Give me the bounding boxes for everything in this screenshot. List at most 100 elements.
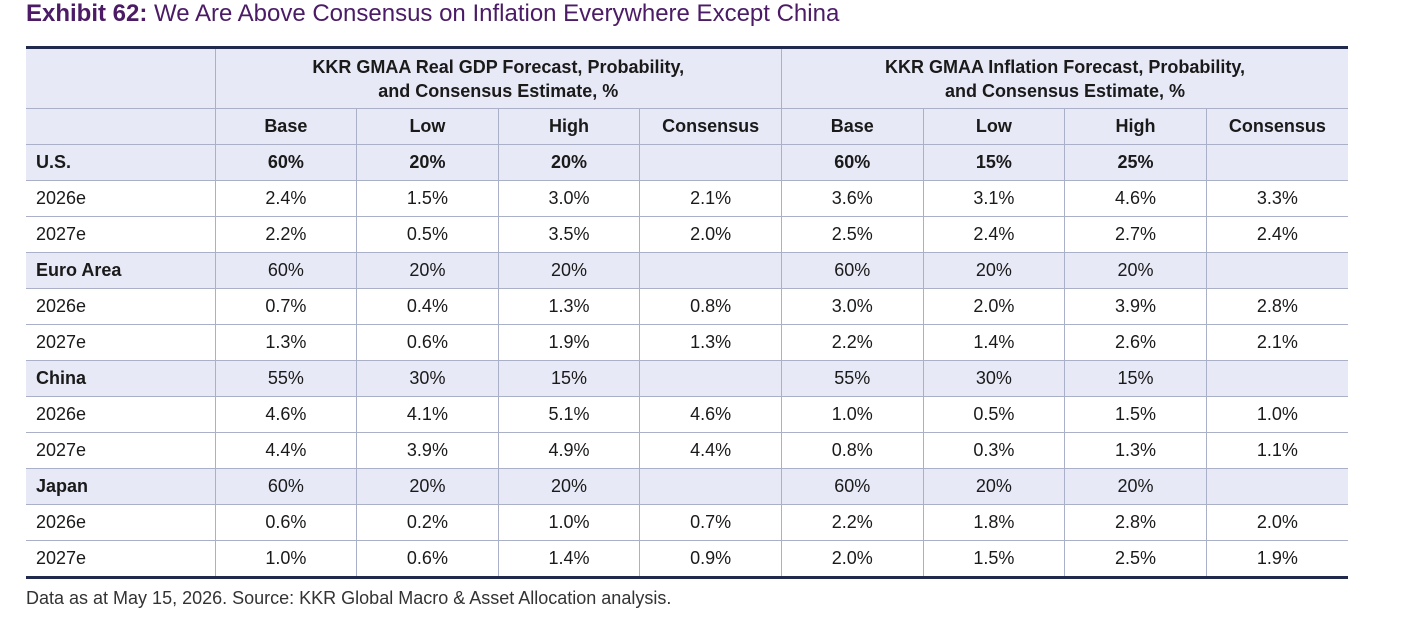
table-cell: 4.1% <box>356 396 499 433</box>
table-cell: 15% <box>497 360 641 397</box>
table-cell: 20% <box>497 252 641 289</box>
table-cell: 2.6% <box>1064 324 1207 361</box>
region-row: China 55% 30% 15% 55% 30% 15% <box>26 360 1348 397</box>
table-cell: 2.4% <box>922 216 1066 253</box>
column-header-high: High <box>497 108 641 145</box>
table-cell: 1.5% <box>356 180 499 217</box>
table-cell: 1.0% <box>497 504 641 541</box>
table-cell: 1.3% <box>497 288 641 325</box>
table-cell <box>1205 144 1348 181</box>
table-cell: 3.1% <box>922 180 1066 217</box>
table-cell: 20% <box>922 468 1066 505</box>
table-row: 2026e 0.7% 0.4% 1.3% 0.8% 3.0% 2.0% 3.9% 2.8% <box>26 288 1348 325</box>
column-header-base: Base <box>214 108 358 145</box>
table-cell: 1.9% <box>497 324 641 361</box>
table-cell <box>1205 360 1348 397</box>
source-footnote: Data as at May 15, 2026. Source: KKR Glo… <box>26 588 672 608</box>
table-cell: 4.9% <box>497 432 641 469</box>
table-cell: 2.4% <box>214 180 358 217</box>
group-header-row: KKR GMAA Real GDP Forecast, Probability,… <box>26 47 1348 109</box>
table-cell: 20% <box>922 252 1066 289</box>
table-cell: 2.5% <box>780 216 924 253</box>
table-row: 2026e 4.6% 4.1% 5.1% 4.6% 1.0% 0.5% 1.5% 1.0% <box>26 396 1348 433</box>
column-header-consensus: Consensus <box>639 108 782 145</box>
table-cell: 5.1% <box>497 396 641 433</box>
table-cell: 2.2% <box>780 504 924 541</box>
table-cell: 2.0% <box>639 216 782 253</box>
table-cell: 25% <box>1064 144 1207 181</box>
table-cell: 2.8% <box>1064 504 1207 541</box>
table-cell: 1.8% <box>922 504 1066 541</box>
table-body: U.S. 60% 20% 20% 60% 15% 25% 2026e 2.4% 1.5% 3.0% 2… <box>26 144 1348 578</box>
year-label: 2027e <box>26 540 216 578</box>
table-row: 2027e 4.4% 3.9% 4.9% 4.4% 0.8% 0.3% 1.3% 1.1% <box>26 432 1348 469</box>
table-cell: 3.0% <box>497 180 641 217</box>
table-cell: 0.7% <box>639 504 782 541</box>
table-cell: 4.6% <box>639 396 782 433</box>
table-cell: 30% <box>356 360 499 397</box>
region-label: U.S. <box>26 144 216 181</box>
table-cell: 0.7% <box>214 288 358 325</box>
exhibit-headline: We Are Above Consensus on Inflation Ever… <box>147 0 840 27</box>
table-cell: 3.0% <box>780 288 924 325</box>
table-cell: 1.9% <box>1205 540 1348 578</box>
gdp-group-header: KKR GMAA Real GDP Forecast, Probability,… <box>214 47 782 109</box>
table-cell: 1.0% <box>1205 396 1348 433</box>
table-cell: 20% <box>1064 468 1207 505</box>
table-cell: 3.6% <box>780 180 924 217</box>
year-label: 2027e <box>26 216 216 253</box>
table-cell: 60% <box>214 252 358 289</box>
region-label: Japan <box>26 468 216 505</box>
inflation-group-header-line1: KKR GMAA Inflation Forecast, Probability… <box>884 56 1245 77</box>
gdp-group-header-line2: and Consensus Estimate, % <box>378 80 619 101</box>
table-cell: 1.4% <box>497 540 641 578</box>
table-cell: 0.8% <box>780 432 924 469</box>
region-row: Japan 60% 20% 20% 60% 20% 20% <box>26 468 1348 505</box>
table-cell: 55% <box>214 360 358 397</box>
table-cell: 2.5% <box>1064 540 1207 578</box>
table-cell: 0.9% <box>639 540 782 578</box>
table-cell: 2.1% <box>639 180 782 217</box>
table-row: 2027e 1.3% 0.6% 1.9% 1.3% 2.2% 1.4% 2.6% 2.1% <box>26 324 1348 361</box>
table-cell: 2.0% <box>1205 504 1348 541</box>
year-label: 2026e <box>26 396 216 433</box>
table-cell: 60% <box>780 468 924 505</box>
sub-header-row: Base Low High Consensus Base Low High Consensus <box>26 108 1348 145</box>
year-label: 2027e <box>26 432 216 469</box>
year-label: 2026e <box>26 504 216 541</box>
table-cell: 1.3% <box>1064 432 1207 469</box>
table-cell: 4.4% <box>214 432 358 469</box>
table-cell: 3.5% <box>497 216 641 253</box>
table-cell: 0.8% <box>639 288 782 325</box>
exhibit-title: Exhibit 62: We Are Above Consensus on In… <box>26 0 839 28</box>
corner-cell <box>26 47 216 109</box>
table-cell: 2.1% <box>1205 324 1348 361</box>
region-row: U.S. 60% 20% 20% 60% 15% 25% <box>26 144 1348 181</box>
table-cell: 60% <box>780 144 924 181</box>
table-row: 2026e 0.6% 0.2% 1.0% 0.7% 2.2% 1.8% 2.8% 2.0% <box>26 504 1348 541</box>
table-cell: 20% <box>497 468 641 505</box>
table-cell: 20% <box>356 252 499 289</box>
table-cell: 55% <box>780 360 924 397</box>
table-header: KKR GMAA Real GDP Forecast, Probability,… <box>26 47 1348 145</box>
table-cell <box>1205 468 1348 505</box>
exhibit-number: Exhibit 62: <box>26 0 148 27</box>
sub-header-blank <box>26 108 216 145</box>
table-cell: 2.8% <box>1205 288 1348 325</box>
table-cell: 15% <box>922 144 1066 181</box>
table-cell <box>639 144 782 181</box>
region-label: Euro Area <box>26 252 216 289</box>
table-cell: 3.9% <box>356 432 499 469</box>
table-cell: 60% <box>214 468 358 505</box>
region-row: Euro Area 60% 20% 20% 60% 20% 20% <box>26 252 1348 289</box>
inflation-group-header: KKR GMAA Inflation Forecast, Probability… <box>780 47 1348 109</box>
table-cell: 3.3% <box>1205 180 1348 217</box>
forecast-table: KKR GMAA Real GDP Forecast, Probability,… <box>26 46 1348 579</box>
table-cell: 2.0% <box>780 540 924 578</box>
column-header-low: Low <box>356 108 499 145</box>
column-header-consensus: Consensus <box>1205 108 1348 145</box>
table-cell: 2.7% <box>1064 216 1207 253</box>
region-label: China <box>26 360 216 397</box>
table-cell <box>639 360 782 397</box>
table-cell: 1.5% <box>922 540 1066 578</box>
